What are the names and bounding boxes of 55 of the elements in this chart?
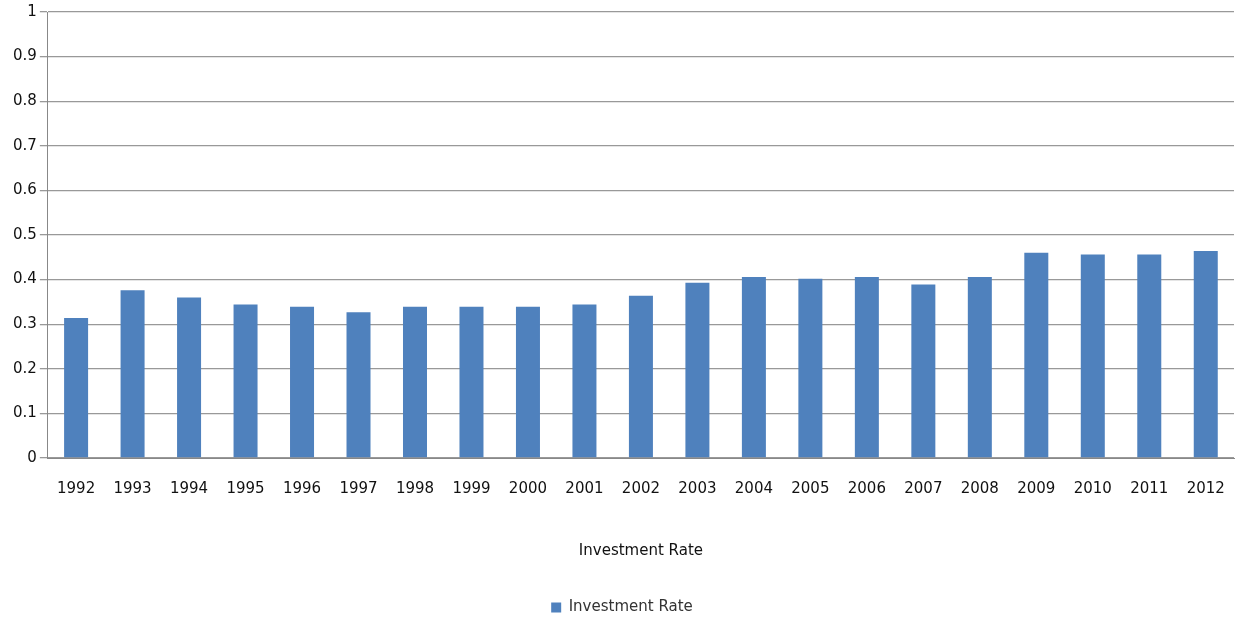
x-tick-label: 1997 (339, 478, 378, 497)
bar (402, 306, 427, 458)
x-tick-label: 1998 (395, 478, 435, 497)
x-tick-label: 2002 (621, 478, 661, 497)
bar (515, 306, 540, 458)
x-tick-label: 2003 (678, 478, 717, 497)
bar (741, 276, 766, 458)
x-tick-label: 1994 (169, 478, 209, 497)
x-tick-label: 2004 (734, 478, 773, 497)
y-tick-label: 0.8 (13, 91, 37, 110)
x-tick-label: 2005 (791, 478, 830, 497)
x-tick-label: 2006 (847, 478, 886, 497)
bar (854, 276, 879, 458)
bar (1137, 254, 1162, 458)
y-tick-label: 0.9 (13, 46, 37, 65)
x-tick-label: 1993 (113, 478, 152, 497)
x-tick-label: 2001 (565, 478, 604, 497)
y-tick-label: 0 (27, 447, 37, 466)
bar (233, 304, 258, 458)
x-tick-label: 1992 (57, 478, 96, 497)
x-tick-label: 2009 (1017, 478, 1056, 497)
bar (911, 284, 936, 458)
bar (177, 297, 202, 458)
y-tick-label: 0.7 (13, 135, 37, 154)
bar (628, 295, 653, 458)
bar (572, 304, 597, 458)
x-tick-label: 2007 (904, 478, 943, 497)
x-tick-label: 2000 (508, 478, 548, 497)
bar (967, 276, 992, 458)
x-tick-label: 2010 (1073, 478, 1112, 497)
bar (1193, 251, 1218, 458)
y-tick-label: 0.5 (13, 224, 37, 243)
y-tick-label: 0.6 (13, 180, 37, 199)
y-tick-label: 0.2 (13, 358, 37, 377)
x-axis-title: Investment Rate (578, 540, 703, 559)
x-tick-label: 2012 (1186, 478, 1225, 497)
bar (459, 306, 484, 458)
bar (64, 317, 89, 458)
bar (798, 278, 823, 458)
x-tick-label: 2008 (960, 478, 999, 497)
y-tick-label: 0.3 (13, 314, 37, 333)
bar (1024, 252, 1049, 458)
x-tick-label: 1995 (226, 478, 265, 497)
x-tick-label: 2011 (1130, 478, 1169, 497)
y-tick-label: 0.4 (13, 269, 37, 288)
x-tick-label: 1996 (282, 478, 322, 497)
bar (346, 312, 371, 458)
bar (290, 306, 315, 458)
x-tick-label: 1999 (452, 478, 491, 497)
bar (1080, 254, 1105, 458)
y-tick-label: 0.1 (13, 403, 37, 422)
legend-label: Investment Rate (568, 597, 693, 616)
y-tick-label: 1 (27, 1, 37, 20)
bar (685, 282, 710, 458)
bar (120, 290, 145, 458)
